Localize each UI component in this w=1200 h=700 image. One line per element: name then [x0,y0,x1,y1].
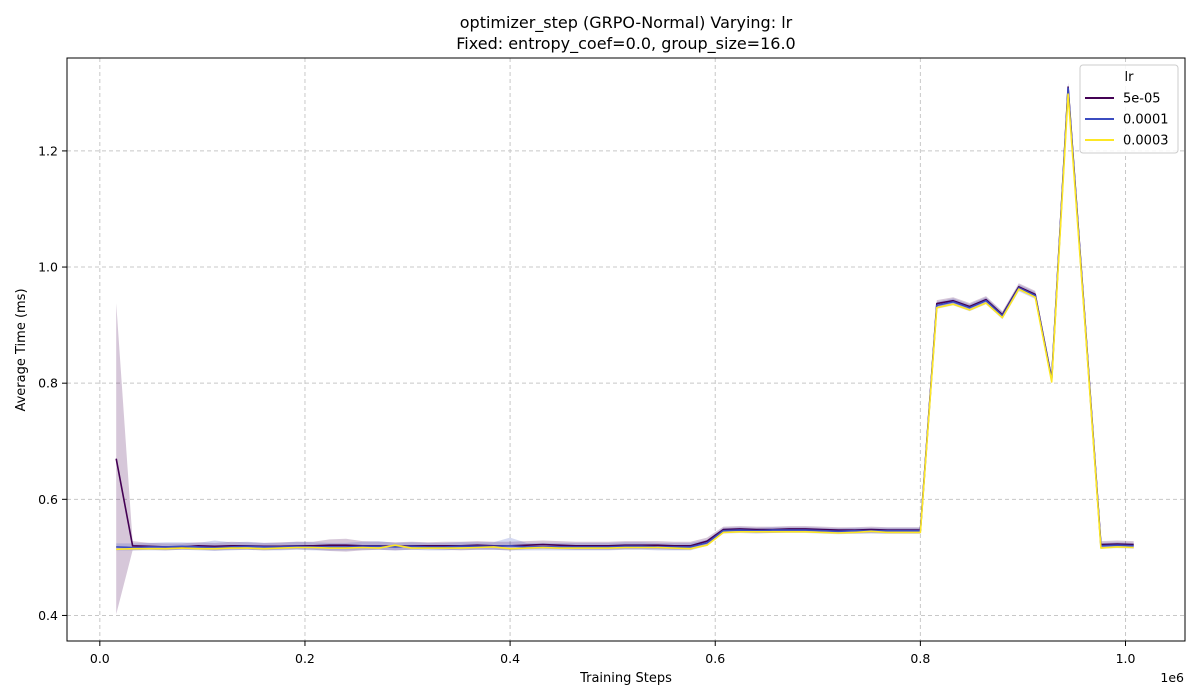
plot-area-frame [66,57,1186,642]
series-line-0.0003 [116,93,1134,551]
chart-title-line-2: Fixed: entropy_coef=0.0, group_size=16.0 [456,34,795,54]
y-tick-label: 0.4 [38,608,58,623]
x-axis-ticks: 0.0 0.2 0.4 0.6 0.8 1.0 [90,641,1136,666]
legend: lr 5e-05 0.0001 0.0003 [1079,64,1179,154]
y-tick-label: 0.8 [38,376,58,391]
legend-entry-5e-05: 5e-05 [1123,92,1161,107]
chart-title-line-1: optimizer_step (GRPO-Normal) Varying: lr [460,13,793,33]
x-tick-label: 0.0 [90,651,110,666]
legend-entry-0.0001: 0.0001 [1123,113,1169,128]
y-tick-label: 1.2 [38,143,58,158]
x-tick-label: 1.0 [1116,651,1136,666]
y-axis-label: Average Time (ms) [14,288,29,411]
x-tick-label: 0.2 [295,651,315,666]
x-axis-offset-label: 1e6 [1160,670,1184,685]
legend-entry-0.0003: 0.0003 [1123,134,1169,149]
x-tick-label: 0.8 [910,651,930,666]
x-axis-label: Training Steps [579,671,672,686]
series-line-0.0001 [116,87,1134,549]
y-tick-label: 0.6 [38,492,58,507]
x-tick-label: 0.6 [705,651,725,666]
legend-box [1079,64,1179,154]
y-tick-label: 1.0 [38,260,58,275]
legend-title: lr [1125,70,1135,85]
x-tick-label: 0.4 [500,651,520,666]
series-lines [115,86,1134,551]
y-axis-ticks: 0.4 0.6 0.8 1.0 1.2 [38,143,67,623]
